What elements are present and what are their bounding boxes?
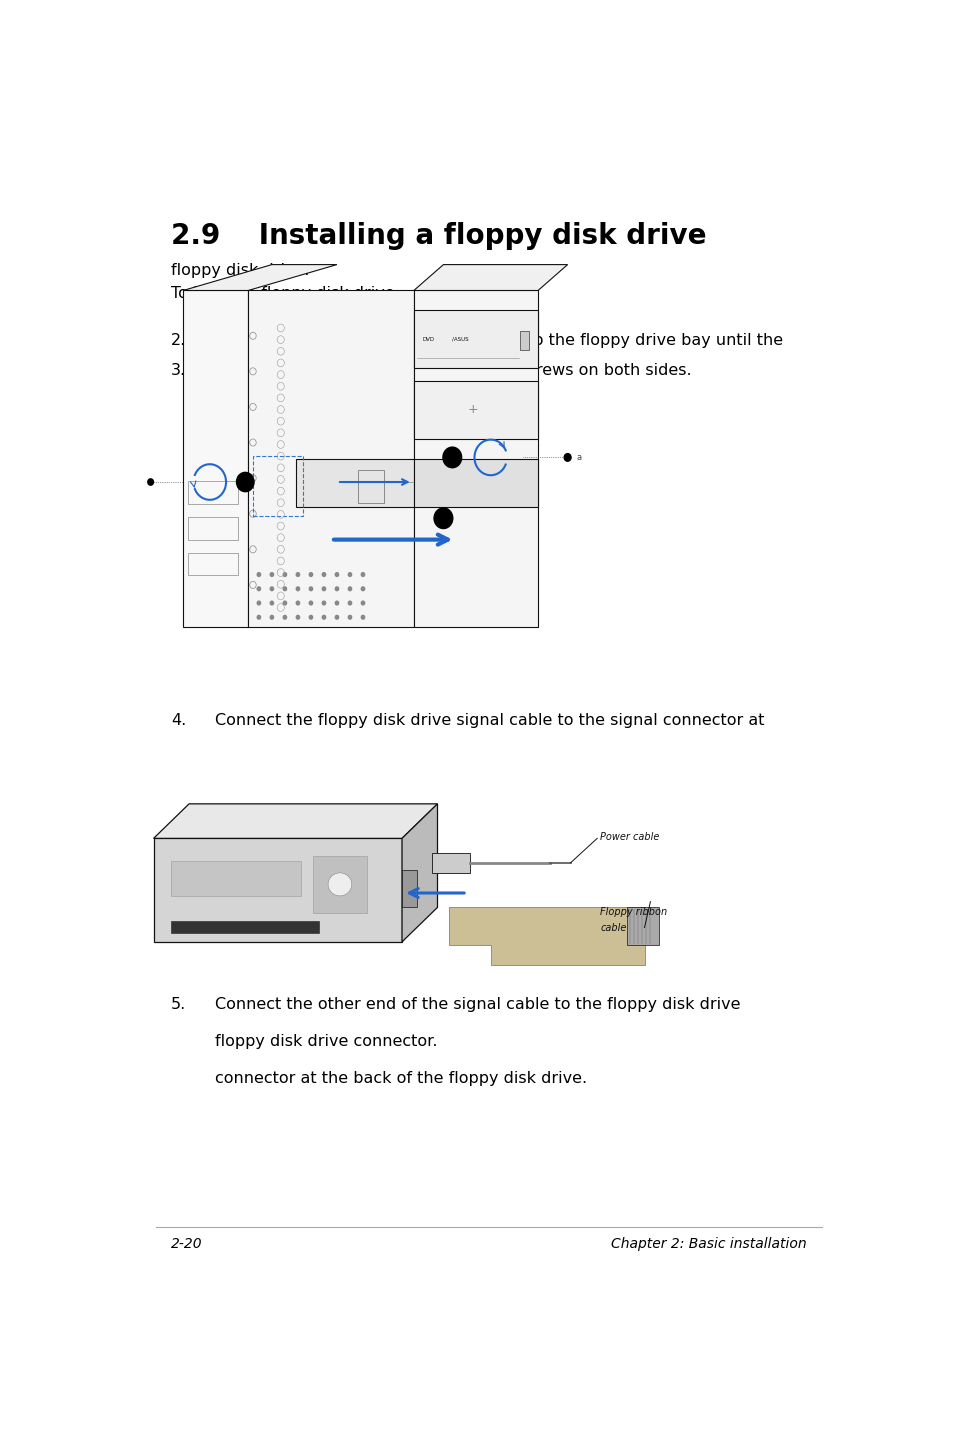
Circle shape	[270, 587, 274, 591]
Circle shape	[347, 587, 352, 591]
Bar	[414, 290, 537, 627]
Bar	[357, 470, 384, 503]
Circle shape	[282, 614, 287, 620]
Bar	[519, 331, 529, 349]
Circle shape	[347, 601, 352, 605]
Circle shape	[360, 572, 365, 577]
Circle shape	[347, 572, 352, 577]
Text: 3.: 3.	[171, 362, 186, 378]
Circle shape	[295, 614, 300, 620]
Circle shape	[321, 572, 326, 577]
Circle shape	[235, 472, 254, 492]
Circle shape	[295, 572, 300, 577]
Bar	[401, 870, 416, 907]
Circle shape	[335, 572, 339, 577]
Circle shape	[270, 614, 274, 620]
Text: Power cable: Power cable	[599, 833, 659, 843]
Circle shape	[360, 587, 365, 591]
Circle shape	[335, 587, 339, 591]
Circle shape	[256, 587, 261, 591]
Circle shape	[442, 446, 462, 469]
Bar	[313, 856, 366, 913]
Text: 2-20: 2-20	[171, 1237, 202, 1251]
Circle shape	[321, 614, 326, 620]
Circle shape	[270, 572, 274, 577]
Text: +: +	[467, 403, 477, 416]
Circle shape	[321, 601, 326, 605]
Circle shape	[335, 601, 339, 605]
Circle shape	[295, 601, 300, 605]
Bar	[253, 456, 303, 516]
Circle shape	[308, 614, 313, 620]
Circle shape	[295, 587, 300, 591]
Text: /ASUS: /ASUS	[452, 336, 469, 341]
Text: Connect the other end of the signal cable to the floppy disk drive: Connect the other end of the signal cabl…	[215, 998, 740, 1012]
Text: Chapter 2: Basic installation: Chapter 2: Basic installation	[611, 1237, 806, 1251]
Bar	[414, 309, 537, 368]
Text: floppy disk drive.: floppy disk drive.	[171, 263, 309, 279]
Circle shape	[147, 477, 154, 486]
Circle shape	[282, 601, 287, 605]
Circle shape	[433, 508, 453, 529]
Text: Connect the floppy disk drive signal cable to the signal connector at: Connect the floppy disk drive signal cab…	[215, 713, 764, 728]
Bar	[153, 838, 401, 942]
Bar	[414, 459, 537, 508]
Polygon shape	[449, 907, 644, 965]
Text: cable: cable	[599, 923, 626, 933]
Bar	[431, 853, 470, 873]
Text: Secure the floppy disk drive with two screws on both sides.: Secure the floppy disk drive with two sc…	[215, 362, 691, 378]
Circle shape	[360, 614, 365, 620]
Circle shape	[256, 614, 261, 620]
Circle shape	[335, 614, 339, 620]
Text: 4.: 4.	[171, 713, 186, 728]
Circle shape	[308, 587, 313, 591]
Circle shape	[308, 572, 313, 577]
Bar	[248, 290, 414, 627]
Text: Carefully insert the floppy disk drive into the floppy drive bay until the: Carefully insert the floppy disk drive i…	[215, 334, 782, 348]
Circle shape	[328, 873, 352, 896]
Circle shape	[308, 601, 313, 605]
Polygon shape	[183, 265, 336, 290]
Circle shape	[282, 572, 287, 577]
Bar	[188, 552, 238, 575]
Circle shape	[256, 572, 261, 577]
Text: connector at the back of the floppy disk drive.: connector at the back of the floppy disk…	[215, 1070, 587, 1086]
Polygon shape	[414, 265, 567, 290]
Circle shape	[563, 453, 571, 462]
Bar	[626, 907, 659, 945]
Text: Floppy ribbon: Floppy ribbon	[599, 907, 666, 917]
Bar	[183, 290, 248, 627]
Text: To install a floppy disk drive:: To install a floppy disk drive:	[171, 286, 399, 301]
Bar	[188, 516, 238, 539]
Circle shape	[321, 587, 326, 591]
Circle shape	[270, 601, 274, 605]
Bar	[172, 920, 319, 933]
Text: floppy disk drive connector.: floppy disk drive connector.	[215, 1034, 437, 1048]
Circle shape	[347, 614, 352, 620]
Bar	[295, 459, 414, 508]
Polygon shape	[153, 804, 437, 838]
Bar	[188, 482, 238, 505]
Text: 5.: 5.	[171, 998, 186, 1012]
Text: 2.: 2.	[171, 334, 186, 348]
Text: 2.9    Installing a floppy disk drive: 2.9 Installing a floppy disk drive	[171, 223, 706, 250]
Text: a: a	[576, 453, 581, 462]
Bar	[414, 381, 537, 440]
Text: DVD: DVD	[422, 336, 435, 341]
Bar	[172, 861, 301, 896]
Circle shape	[256, 601, 261, 605]
Circle shape	[282, 587, 287, 591]
Polygon shape	[401, 804, 437, 942]
Circle shape	[360, 601, 365, 605]
